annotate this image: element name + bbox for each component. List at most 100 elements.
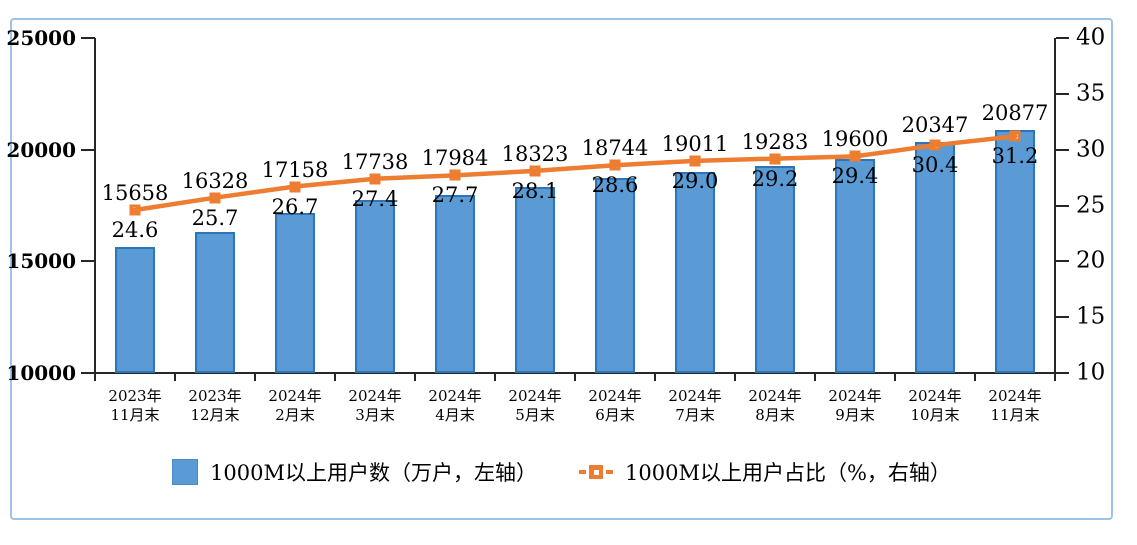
bar xyxy=(595,177,635,373)
right-axis-tick xyxy=(1056,92,1069,95)
right-axis-tick xyxy=(1056,316,1069,319)
right-axis-tick-label: 25 xyxy=(1076,191,1106,218)
x-axis-label: 2023年 11月末 xyxy=(108,387,162,424)
bar xyxy=(275,213,315,373)
bar-swatch-icon xyxy=(172,459,199,485)
x-axis-tick xyxy=(734,372,736,381)
right-axis-tick xyxy=(1056,260,1069,263)
right-axis-tick xyxy=(1056,372,1069,374)
x-axis-tick xyxy=(494,372,496,381)
left-axis-tick xyxy=(81,37,95,39)
pct-value-label: 28.1 xyxy=(511,178,559,203)
line-marker-icon xyxy=(579,465,614,479)
bar xyxy=(195,231,235,373)
line-marker xyxy=(929,139,941,151)
pct-value-label: 31.2 xyxy=(991,144,1039,169)
x-axis-tick xyxy=(654,372,656,381)
right-axis-tick xyxy=(1056,148,1069,151)
bar-value-label: 17984 xyxy=(421,146,489,171)
legend-dash-right xyxy=(606,470,614,474)
x-axis-tick xyxy=(1054,372,1056,381)
x-axis-label: 2024年 10月末 xyxy=(908,387,962,424)
left-axis-line xyxy=(94,38,96,381)
pct-value-label: 29.0 xyxy=(671,168,719,193)
x-axis-label: 2024年 9月末 xyxy=(828,387,882,424)
x-axis-label: 2024年 6月末 xyxy=(588,387,642,424)
legend-dash-left xyxy=(579,470,587,474)
x-axis-tick xyxy=(174,372,176,381)
bar-value-label: 17158 xyxy=(261,157,329,182)
right-axis-tick-label: 10 xyxy=(1076,359,1106,386)
line-marker xyxy=(609,159,621,171)
right-axis-tick-label: 15 xyxy=(1076,303,1106,330)
left-axis-tick-label: 25000 xyxy=(6,26,76,50)
pct-value-label: 25.7 xyxy=(191,205,239,230)
x-axis-label: 2024年 11月末 xyxy=(988,387,1042,424)
line-marker xyxy=(129,204,141,216)
pct-value-label: 24.6 xyxy=(111,217,159,242)
legend-item-bar: 1000M以上用户数（万户，左轴） xyxy=(172,457,537,487)
line-marker xyxy=(289,181,301,193)
x-axis-label: 2024年 8月末 xyxy=(748,387,802,424)
x-axis-tick xyxy=(574,372,576,381)
line-marker xyxy=(209,192,221,204)
x-axis-label: 2023年 12月末 xyxy=(188,387,242,424)
bar-value-label: 20877 xyxy=(981,101,1049,126)
right-axis-tick xyxy=(1056,204,1069,207)
bar-value-label: 20347 xyxy=(901,112,969,137)
x-axis-tick xyxy=(974,372,976,381)
right-axis-tick-label: 40 xyxy=(1076,24,1106,51)
bar xyxy=(675,171,715,373)
x-axis-label: 2024年 4月末 xyxy=(428,387,482,424)
x-axis-label: 2024年 2月末 xyxy=(268,387,322,424)
line-marker xyxy=(1009,130,1021,142)
pct-value-label: 27.4 xyxy=(351,186,399,211)
line-marker xyxy=(529,165,541,177)
line-marker xyxy=(369,173,381,185)
legend-square xyxy=(589,465,604,479)
line-marker xyxy=(689,155,701,167)
bar xyxy=(835,158,875,373)
bar xyxy=(115,246,155,373)
pct-value-label: 28.6 xyxy=(591,173,639,198)
right-axis-tick-label: 30 xyxy=(1076,136,1106,163)
left-axis-tick-label: 20000 xyxy=(6,137,76,162)
left-axis-tick-label: 15000 xyxy=(6,249,76,274)
bar-value-label: 18323 xyxy=(501,141,569,166)
line-marker xyxy=(769,153,781,165)
bar-value-label: 18744 xyxy=(581,136,649,161)
bar-value-label: 19283 xyxy=(741,129,809,154)
legend-label-line: 1000M以上用户占比（%，右轴） xyxy=(625,461,951,485)
right-axis-tick-label: 20 xyxy=(1076,247,1106,274)
legend-label-bar: 1000M以上用户数（万户，左轴） xyxy=(210,461,538,485)
bar-value-label: 17738 xyxy=(341,149,409,174)
bar xyxy=(355,200,395,373)
bar-value-label: 16328 xyxy=(181,168,249,193)
x-axis-tick xyxy=(254,372,256,381)
bar-value-label: 15658 xyxy=(101,180,169,205)
legend: 1000M以上用户数（万户，左轴） 1000M以上用户占比（%，右轴） xyxy=(10,452,1113,492)
x-axis-tick xyxy=(894,372,896,381)
x-axis-tick xyxy=(414,372,416,381)
bar xyxy=(515,187,555,373)
left-axis-tick xyxy=(81,372,95,374)
x-axis-tick xyxy=(94,372,96,381)
pct-value-label: 26.7 xyxy=(271,194,319,219)
x-axis-label: 2024年 7月末 xyxy=(668,387,722,424)
left-axis-tick xyxy=(81,260,95,263)
x-axis-label: 2024年 3月末 xyxy=(348,387,402,424)
bar xyxy=(755,165,795,373)
line-marker xyxy=(449,169,461,181)
pct-value-label: 29.2 xyxy=(751,166,799,191)
bar-value-label: 19600 xyxy=(821,127,889,152)
legend-item-line: 1000M以上用户占比（%，右轴） xyxy=(579,457,951,487)
right-axis-tick xyxy=(1056,37,1069,39)
line-marker xyxy=(849,150,861,162)
x-axis-tick xyxy=(814,372,816,381)
left-axis-tick-label: 10000 xyxy=(6,361,76,385)
bar xyxy=(435,194,475,373)
pct-value-label: 30.4 xyxy=(911,153,959,178)
right-axis-line xyxy=(1054,38,1056,381)
x-axis-tick xyxy=(334,372,336,381)
